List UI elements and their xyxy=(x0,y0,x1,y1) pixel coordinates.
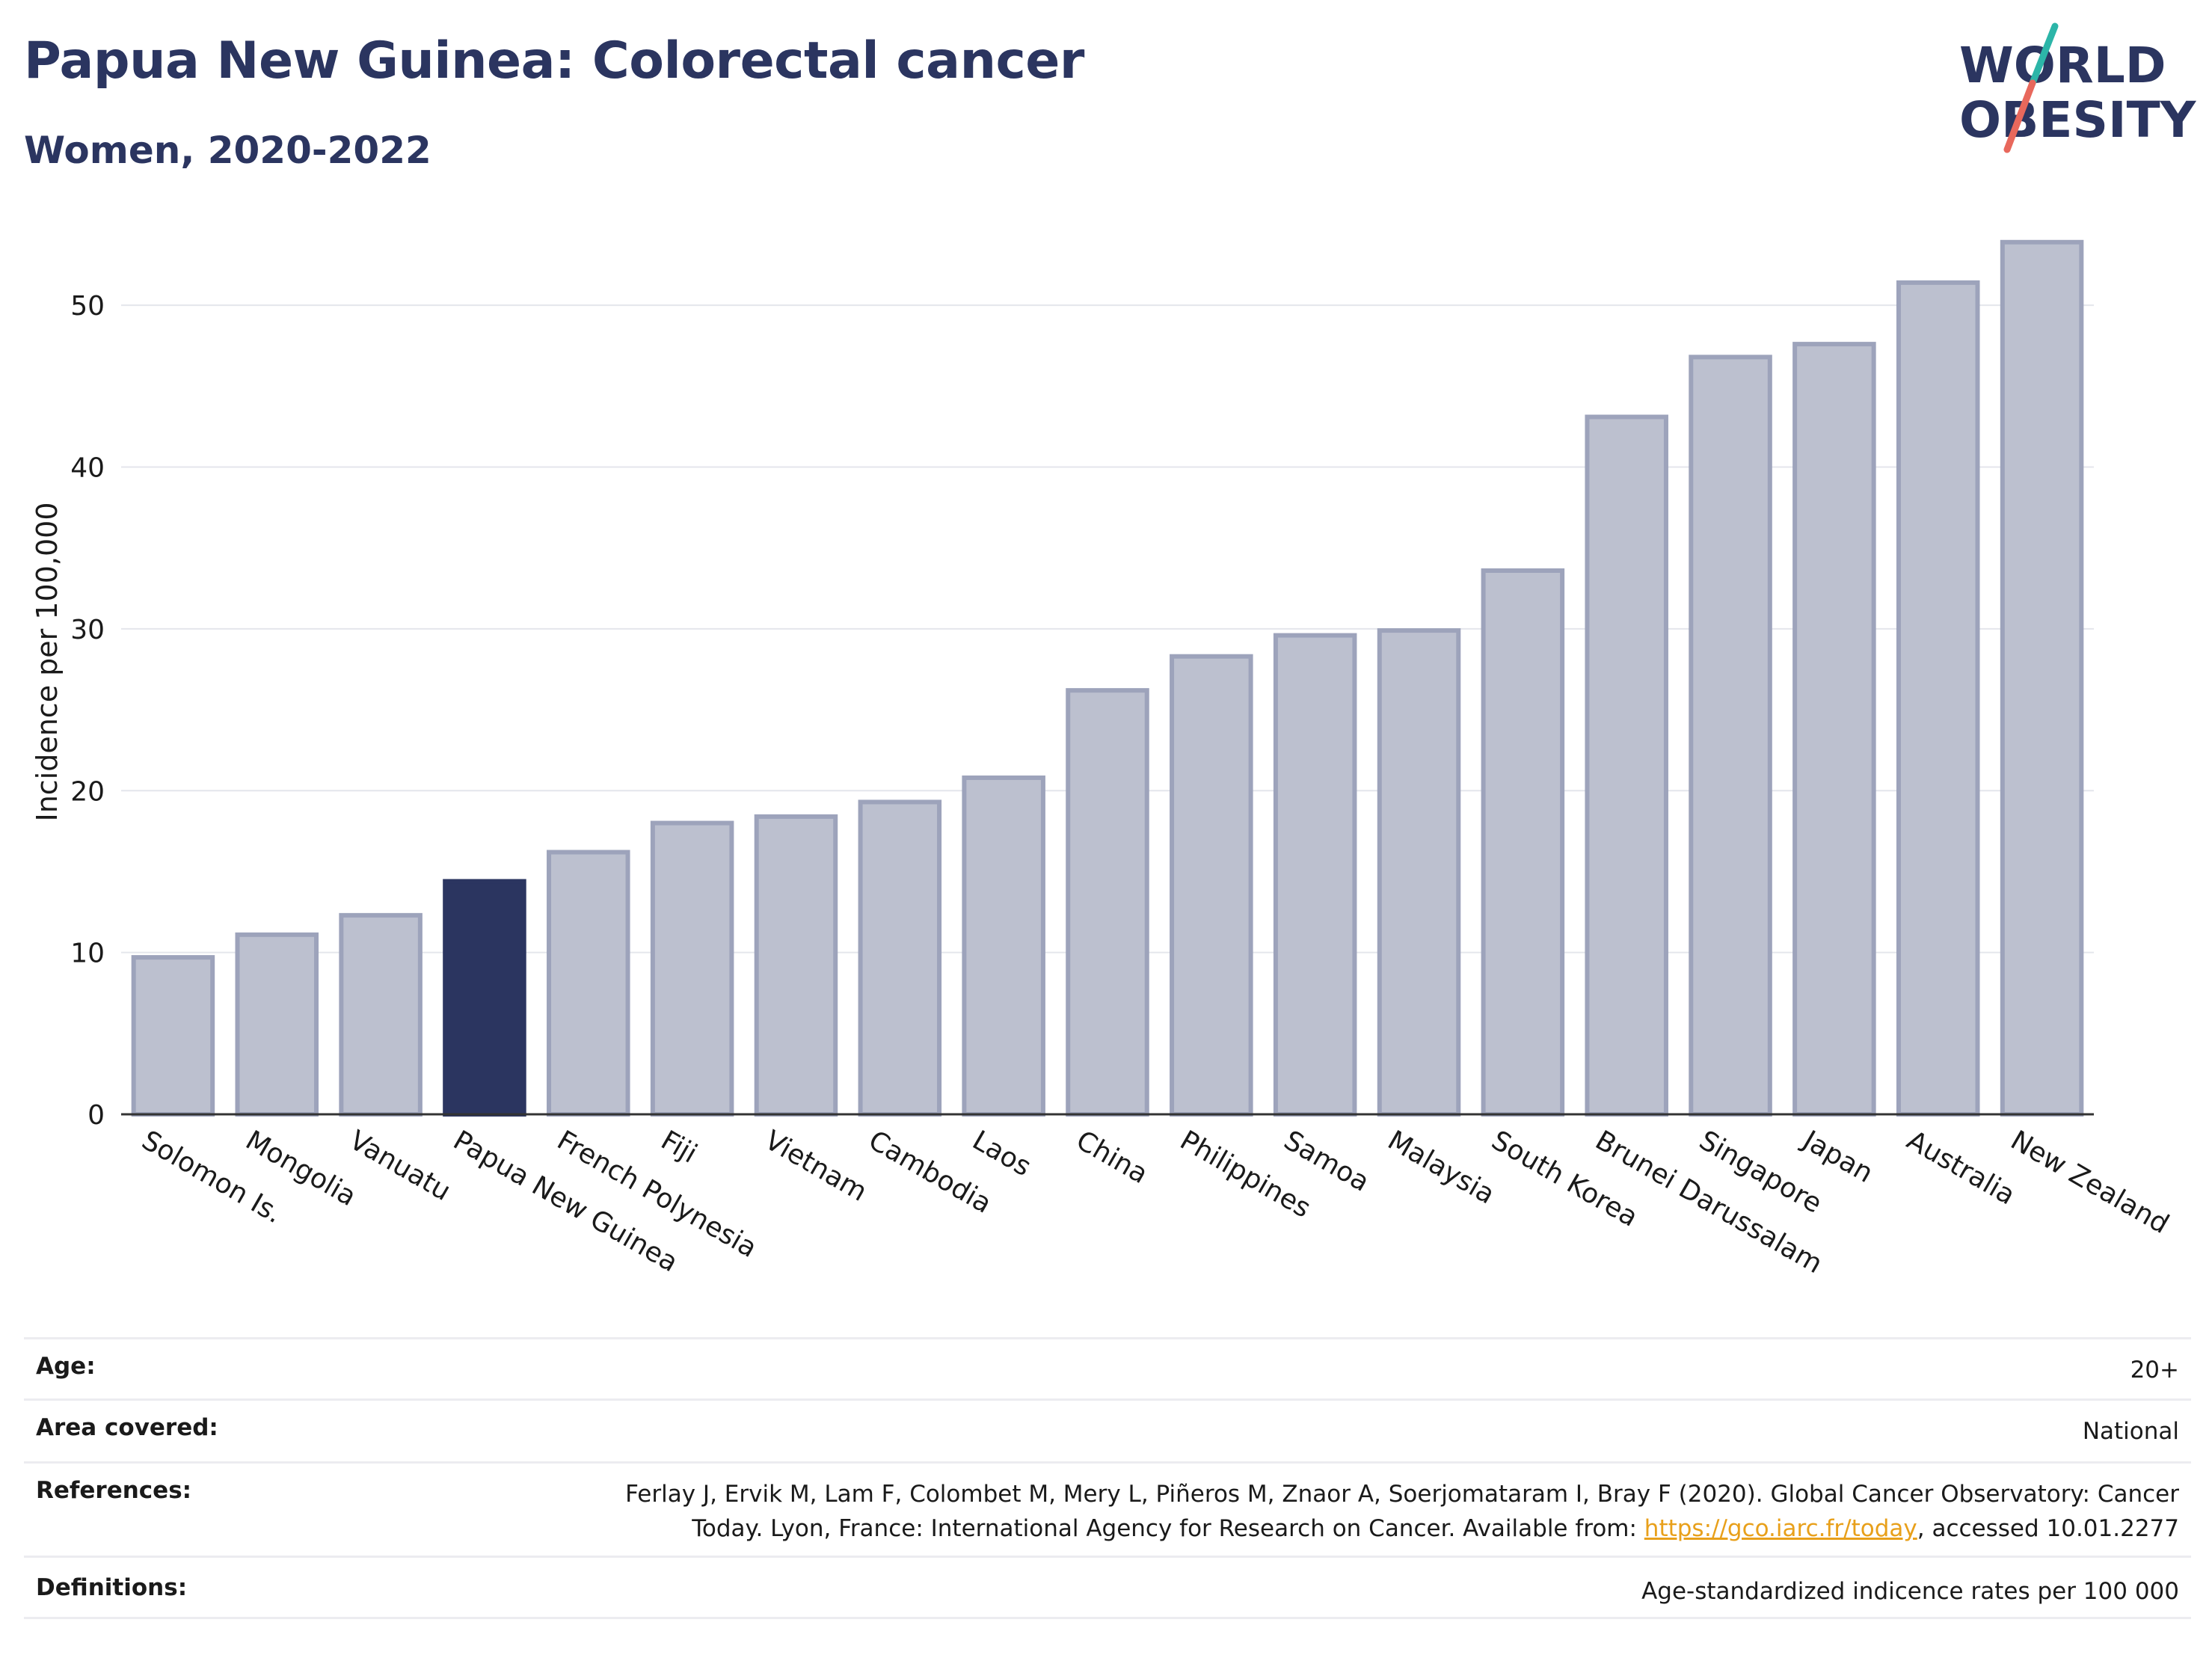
world-obesity-logo: WORLD OBESITY xyxy=(1959,22,2197,153)
y-tick-label: 20 xyxy=(70,776,105,807)
bar xyxy=(962,775,1045,1117)
references-line2-pre: Today. Lyon, France: International Agenc… xyxy=(692,1515,1644,1542)
x-tick-label: China xyxy=(1071,1125,1153,1190)
meta-value-age: 20+ xyxy=(2130,1357,2179,1384)
meta-value-definitions: Age-standardized indicence rates per 100… xyxy=(1641,1578,2179,1605)
bar xyxy=(443,879,526,1117)
bar xyxy=(1585,414,1668,1117)
y-tick-label: 40 xyxy=(70,453,105,484)
bar xyxy=(2000,239,2084,1117)
meta-label-area: Area covered: xyxy=(36,1414,218,1441)
metadata-table: Age: 20+ Area covered: National Referenc… xyxy=(24,1337,2191,1619)
bar-chart: 0 10 20 30 40 50 Solomon Is.MongoliaVanuatuPa… xyxy=(31,239,2175,1280)
x-tick-label: Malaysia xyxy=(1383,1125,1500,1210)
logo-text-obesity: OBESITY xyxy=(1959,91,2197,149)
meta-value-area: National xyxy=(2082,1418,2179,1445)
chart-subtitle: Women, 2020-2022 xyxy=(24,129,431,172)
bar xyxy=(339,912,423,1117)
chart-title: Papua New Guinea: Colorectal cancer xyxy=(24,31,1084,90)
meta-row-definitions: Definitions: Age-standardized indicence … xyxy=(24,1558,2191,1619)
x-tick-label: Fiji xyxy=(656,1125,702,1170)
y-tick-label: 10 xyxy=(70,939,105,969)
references-line2-post: , accessed 10.01.2277 xyxy=(1917,1515,2179,1542)
bars xyxy=(131,239,2084,1117)
bar xyxy=(858,799,942,1117)
meta-value-references: Ferlay J, Ervik M, Lam F, Colombet M, Me… xyxy=(625,1477,2191,1546)
logo-slash-coral xyxy=(2003,79,2036,153)
x-tick-label: Australia xyxy=(1902,1125,2020,1211)
meta-row-area: Area covered: National xyxy=(24,1401,2191,1464)
bar xyxy=(1066,688,1149,1117)
bar xyxy=(1273,633,1357,1117)
y-tick-label: 30 xyxy=(70,615,105,645)
x-tick-label: Vietnam xyxy=(760,1125,872,1208)
x-tick-label: Vanuatu xyxy=(344,1125,455,1207)
y-tick-label: 50 xyxy=(70,291,105,322)
y-axis-ticks: 0 10 20 30 40 50 xyxy=(70,291,105,1131)
logo-text-world: WORLD xyxy=(1959,37,2166,94)
meta-row-references: References: Ferlay J, Ervik M, Lam F, Co… xyxy=(24,1464,2191,1558)
x-tick-label: Laos xyxy=(967,1125,1036,1182)
x-tick-label: New Zealand xyxy=(2006,1125,2174,1240)
logo-slash-teal xyxy=(2029,22,2059,87)
bar xyxy=(650,820,734,1117)
x-tick-label: Japan xyxy=(1796,1124,1878,1189)
references-link[interactable]: https://gco.iarc.fr/today xyxy=(1644,1515,1917,1542)
meta-label-definitions: Definitions: xyxy=(36,1574,188,1601)
bar xyxy=(754,814,838,1117)
y-tick-label: 0 xyxy=(87,1100,105,1131)
meta-row-age: Age: 20+ xyxy=(24,1339,2191,1401)
references-line1: Ferlay J, Ervik M, Lam F, Colombet M, Me… xyxy=(625,1481,2179,1508)
bar xyxy=(1792,342,1876,1117)
bar xyxy=(1481,568,1565,1117)
bar xyxy=(547,850,630,1117)
bar xyxy=(1170,654,1253,1117)
bar xyxy=(1689,354,1772,1117)
bar xyxy=(235,932,319,1117)
y-axis-label: Incidence per 100,000 xyxy=(31,502,64,821)
bar xyxy=(1896,280,1980,1117)
bar xyxy=(1377,628,1461,1117)
meta-label-age: Age: xyxy=(36,1353,96,1380)
meta-label-references: References: xyxy=(36,1477,192,1504)
bar xyxy=(131,955,215,1117)
